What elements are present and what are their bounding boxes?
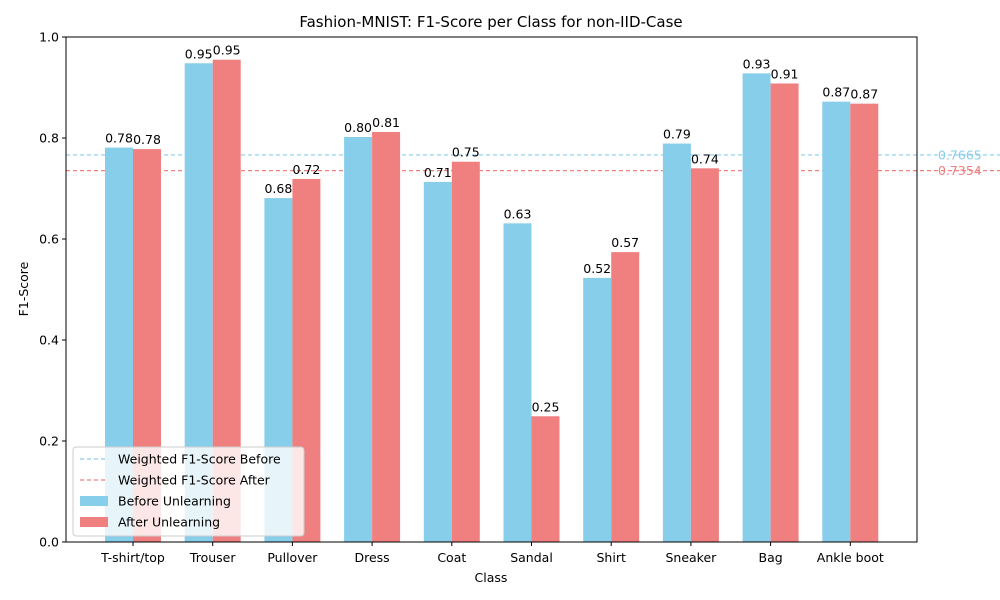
legend-entry: Weighted F1-Score After [118,473,271,488]
legend-entry: Weighted F1-Score Before [118,452,281,467]
data-label: 0.57 [611,235,639,250]
reference-line-label: 0.7354 [938,163,982,178]
bar [690,168,719,543]
y-tick-label: 0.0 [39,535,59,550]
data-label: 0.74 [691,151,719,166]
bar [611,252,640,542]
data-label: 0.71 [424,165,452,180]
bar [423,181,452,542]
bar [742,73,771,543]
x-tick-label: Dress [354,550,389,565]
legend-swatch [80,517,108,527]
bar [372,131,401,542]
data-label: 0.91 [771,66,799,81]
data-label: 0.68 [264,181,292,196]
x-tick-label: Shirt [597,550,626,565]
chart-title: Fashion-MNIST: F1-Score per Class for no… [299,13,682,31]
legend-entry: Before Unlearning [118,494,231,509]
legend-box [72,446,305,537]
data-label: 0.63 [504,206,532,221]
data-label: 0.75 [452,145,480,160]
bar [850,103,879,542]
x-tick-label: Sneaker [665,550,717,565]
bar [822,101,851,542]
x-tick-label: Bag [759,550,783,565]
bar [344,136,373,543]
data-label: 0.52 [583,261,611,276]
bar [583,277,612,542]
y-tick-label: 0.4 [39,333,59,348]
x-tick-label: Coat [437,550,466,565]
data-label: 0.79 [663,127,691,142]
reference-line-label: 0.7665 [938,147,982,162]
y-tick-label: 1.0 [39,30,59,45]
x-tick-label: Pullover [267,550,318,565]
x-tick-label: Ankle boot [817,550,884,565]
data-label: 0.93 [743,56,771,71]
x-tick-label: T-shirt/top [100,550,165,565]
data-label: 0.81 [372,115,400,130]
data-label: 0.25 [532,399,560,414]
data-label: 0.80 [344,120,372,135]
plot-frame [65,36,918,543]
data-label: 0.95 [213,43,241,58]
data-label: 0.87 [822,85,850,100]
y-tick-label: 0.8 [39,131,59,146]
data-label: 0.78 [133,132,161,147]
data-label: 0.87 [850,87,878,102]
bar [503,223,532,542]
bar [770,83,799,543]
y-axis-label: F1-Score [16,261,31,316]
legend-entry: After Unlearning [118,515,220,530]
x-tick-label: Sandal [510,550,553,565]
data-label: 0.72 [292,162,320,177]
y-tick-label: 0.2 [39,434,59,449]
y-tick-label: 0.6 [39,232,59,247]
data-label: 0.95 [185,46,213,61]
x-tick-label: Trouser [189,550,236,565]
bar [531,416,560,542]
bar [662,143,691,542]
x-axis-label: Class [475,570,508,585]
data-label: 0.78 [105,131,133,146]
legend: Weighted F1-Score Before Weighted F1-Scor… [72,446,305,537]
bar [451,161,480,543]
legend-swatch [80,496,108,506]
